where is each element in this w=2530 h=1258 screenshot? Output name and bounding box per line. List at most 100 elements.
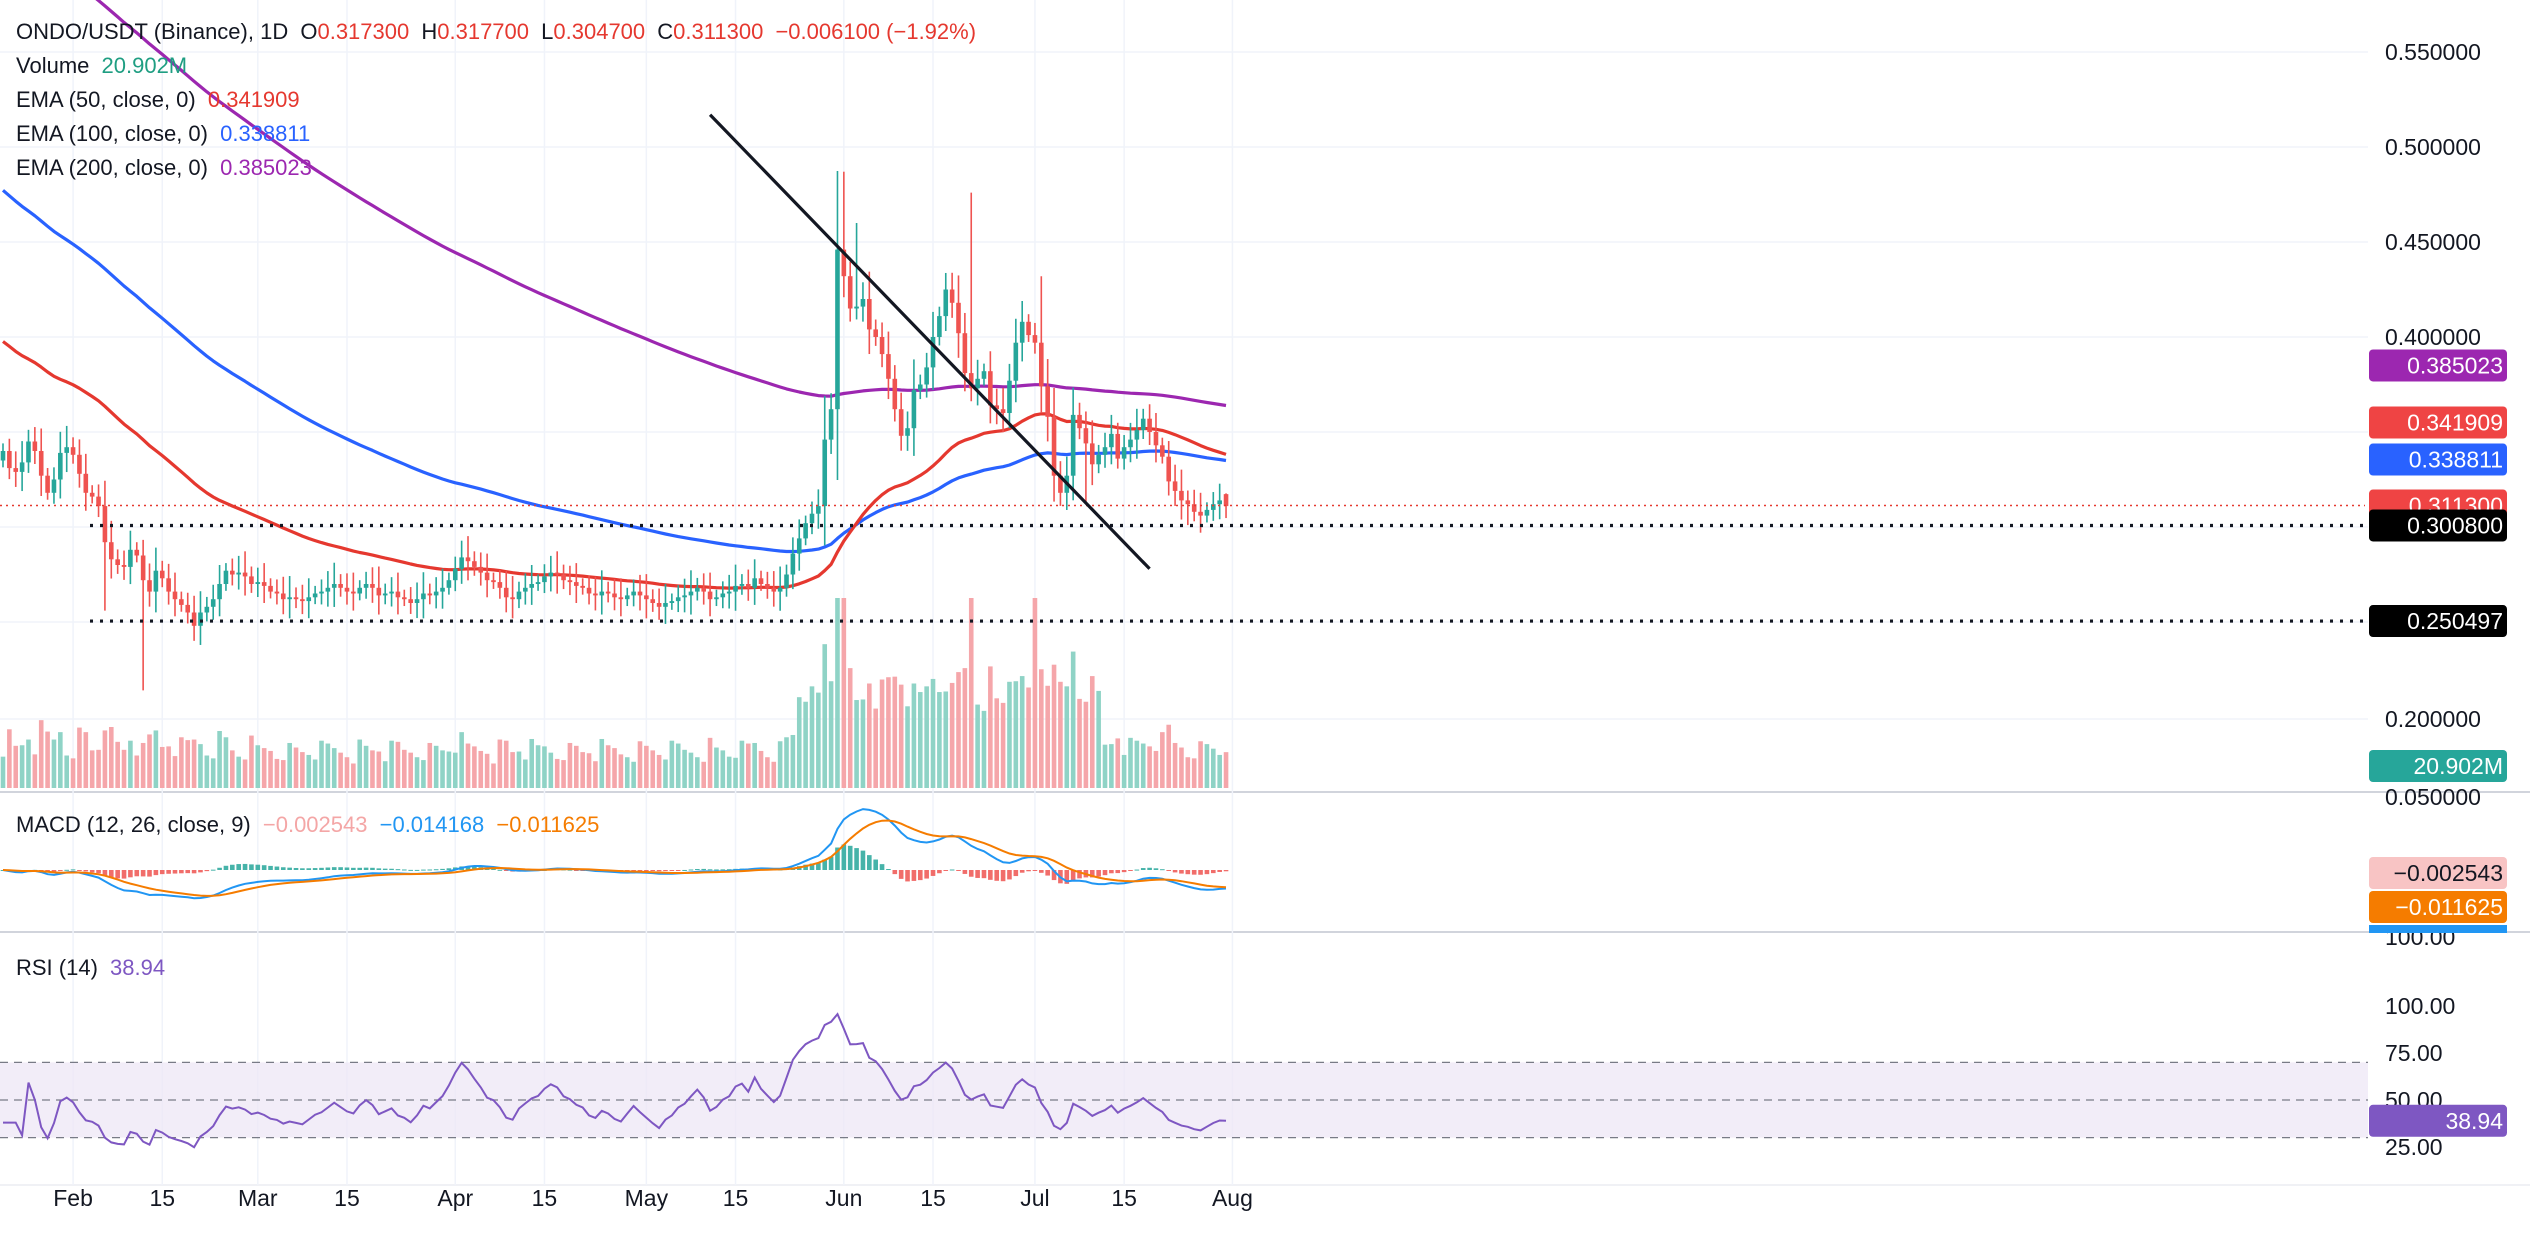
volume-bar xyxy=(790,734,796,788)
candle-body xyxy=(1089,443,1095,465)
macd-histogram-bar xyxy=(656,870,662,872)
macd-histogram-bar xyxy=(1172,870,1178,873)
ema50-label[interactable]: EMA (50, close, 0) xyxy=(16,87,196,112)
candle-body xyxy=(344,587,350,592)
volume-label[interactable]: Volume xyxy=(16,53,90,78)
candle-body xyxy=(898,409,904,436)
volume-bar xyxy=(656,754,662,788)
ema100-label[interactable]: EMA (100, close, 0) xyxy=(16,121,208,146)
candle-body xyxy=(108,542,114,560)
candle-body xyxy=(503,587,509,598)
candle-body xyxy=(38,451,44,476)
macd-histogram-bar xyxy=(293,867,299,870)
macd-label[interactable]: MACD (12, 26, close, 9) xyxy=(16,812,251,837)
macd-histogram-bar xyxy=(873,859,878,870)
volume-badge: 20.902M xyxy=(2413,753,2503,779)
volume-bar xyxy=(994,698,1000,788)
low-value: 0.304700 xyxy=(553,19,646,44)
candle-body xyxy=(879,337,885,355)
macd-histogram-bar xyxy=(809,863,815,870)
candle-body xyxy=(943,289,949,317)
candle-body xyxy=(707,591,713,600)
macd-histogram-bar xyxy=(166,870,171,874)
symbol-title[interactable]: ONDO/USDT (Binance), 1D xyxy=(16,19,289,44)
macd-histogram-bar xyxy=(1102,870,1108,876)
volume-bar xyxy=(491,763,496,788)
rsi-label[interactable]: RSI (14) xyxy=(16,955,98,980)
candle-body xyxy=(395,591,401,598)
macd-histogram-bar xyxy=(943,870,949,871)
ema200-label[interactable]: EMA (200, close, 0) xyxy=(16,155,208,180)
volume-bar xyxy=(382,761,388,788)
candle-body xyxy=(210,599,216,607)
candle-body xyxy=(1191,504,1197,512)
volume-bar xyxy=(867,683,872,788)
macd-histogram-bar xyxy=(230,864,235,870)
volume-bar xyxy=(612,748,617,788)
volume-bar xyxy=(669,740,675,788)
volume-bar xyxy=(1211,748,1216,788)
ema50-badge-bg xyxy=(2369,406,2507,439)
candle-body xyxy=(675,597,681,602)
macd-histogram-bar xyxy=(1185,870,1191,875)
macd-histogram-bar xyxy=(994,870,1000,881)
volume-bar xyxy=(1140,743,1146,788)
macd-histogram-bar xyxy=(574,870,579,871)
axes: Feb 15 Mar 15 Apr 15 May 15 Jun 15 Jul 15 Aug 0.55000… xyxy=(53,39,2481,1211)
high-value: 0.317700 xyxy=(437,19,530,44)
candle-body xyxy=(421,593,426,600)
candle-body xyxy=(1121,447,1127,459)
candle-body xyxy=(121,565,127,567)
candle-body xyxy=(0,451,6,461)
volume-bar xyxy=(968,598,974,788)
candle-body xyxy=(414,599,420,603)
macd-histogram-bar xyxy=(1013,870,1019,877)
volume-bar xyxy=(77,727,82,788)
macd-histogram-bar xyxy=(503,870,509,871)
x-tick-label: 15 xyxy=(532,1185,558,1211)
x-tick-label: Mar xyxy=(238,1185,278,1211)
macd-histogram-bar xyxy=(242,863,248,870)
macd-histogram-bar xyxy=(64,869,69,871)
volume-bar xyxy=(828,681,834,788)
candle-body xyxy=(1077,414,1082,429)
volume-bar xyxy=(319,740,324,788)
macd-histogram-bar xyxy=(261,865,267,870)
volume-bar xyxy=(714,747,719,788)
macd-histogram-bar xyxy=(376,868,382,870)
low-label: L xyxy=(541,19,554,44)
volume-bar xyxy=(548,752,554,788)
volume-bar xyxy=(230,750,235,788)
x-tick-label: May xyxy=(625,1185,669,1211)
candle-body xyxy=(287,597,292,600)
volume-bar xyxy=(153,730,159,788)
volume-bar xyxy=(516,751,522,788)
candle-body xyxy=(924,367,929,385)
volume-bar xyxy=(7,729,12,788)
ema200-value: 0.385023 xyxy=(220,155,312,180)
candle-body xyxy=(669,601,675,603)
candle-body xyxy=(440,587,445,592)
volume-bar xyxy=(886,677,891,788)
macd-histogram-bar xyxy=(1160,869,1165,871)
macd-histogram-bar xyxy=(255,864,261,870)
candle-body xyxy=(586,587,592,594)
candle-body xyxy=(828,409,834,440)
macd-histogram-bar xyxy=(1000,870,1006,882)
candle-body xyxy=(1058,475,1063,493)
volume-bar xyxy=(255,745,261,788)
volume-bar xyxy=(554,758,560,788)
macd-histogram-bar xyxy=(905,870,910,882)
macd-histogram-bar xyxy=(854,848,859,870)
candle-body xyxy=(554,572,560,575)
candle-body xyxy=(478,566,484,573)
candle-body xyxy=(1160,445,1165,457)
macd-histogram-bar xyxy=(427,869,433,871)
candle-body xyxy=(988,371,993,406)
volume-bar xyxy=(816,692,821,788)
candle-body xyxy=(32,441,38,451)
volume-bar xyxy=(45,731,50,788)
ema50-row: EMA (50, close, 0) 0.341909 xyxy=(16,83,982,117)
